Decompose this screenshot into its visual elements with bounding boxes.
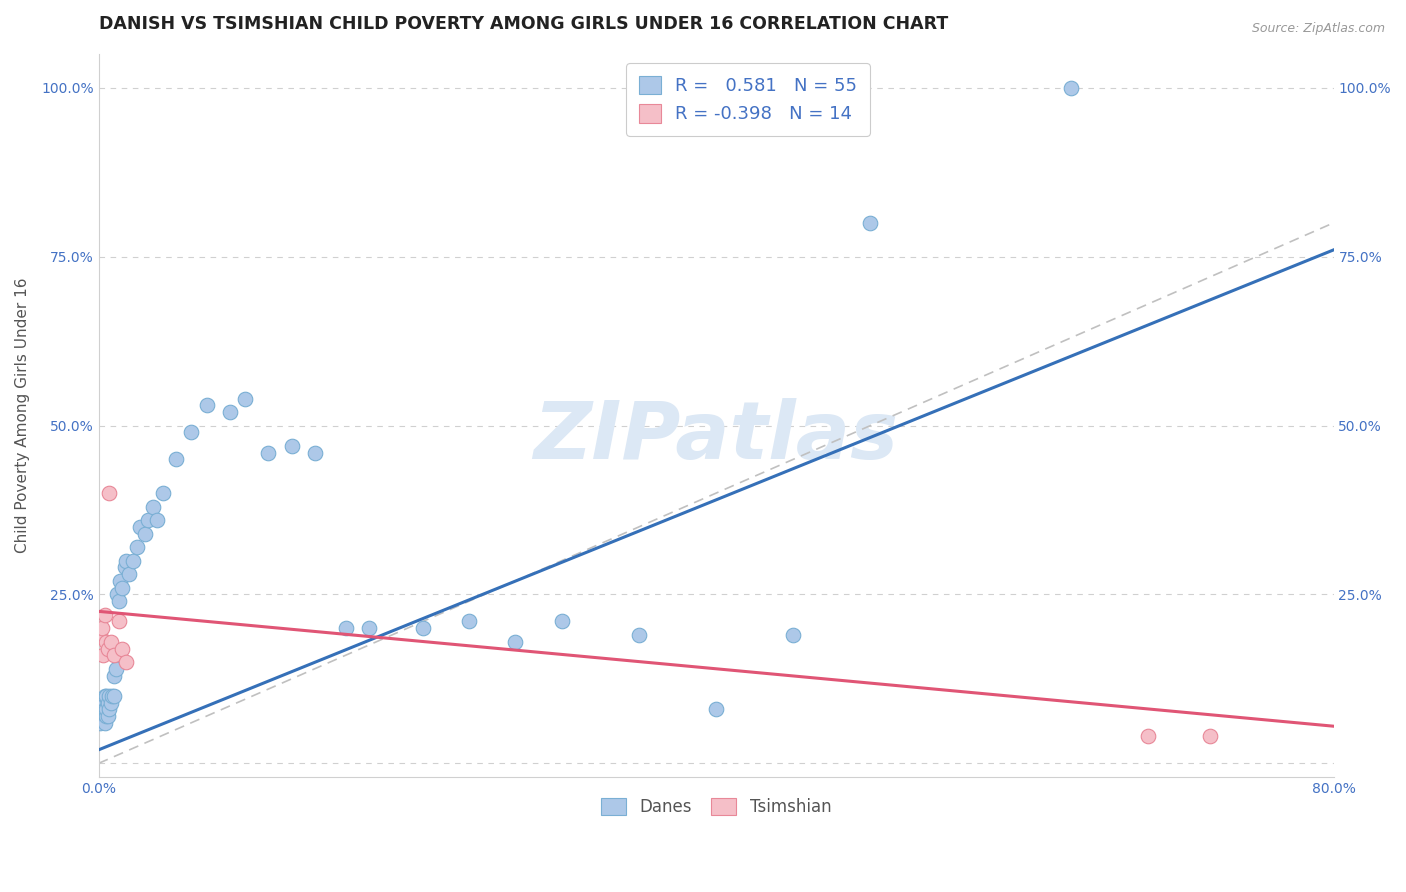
Point bbox=[1137, 729, 1160, 743]
Point bbox=[111, 641, 134, 656]
Point bbox=[96, 689, 118, 703]
Point bbox=[218, 405, 240, 419]
Point bbox=[103, 689, 125, 703]
Point bbox=[115, 554, 138, 568]
Point bbox=[107, 615, 129, 629]
Point bbox=[111, 581, 134, 595]
Point bbox=[180, 425, 202, 440]
Point bbox=[121, 554, 143, 568]
Point bbox=[97, 641, 120, 656]
Point bbox=[118, 567, 141, 582]
Point bbox=[859, 216, 882, 230]
Point bbox=[94, 715, 117, 730]
Legend: Danes, Tsimshian: Danes, Tsimshian bbox=[591, 789, 841, 826]
Point bbox=[134, 526, 156, 541]
Point bbox=[304, 445, 326, 459]
Point bbox=[335, 621, 357, 635]
Point bbox=[91, 709, 114, 723]
Point bbox=[195, 398, 218, 412]
Point bbox=[550, 615, 572, 629]
Point bbox=[97, 696, 120, 710]
Point bbox=[90, 709, 112, 723]
Point bbox=[627, 628, 650, 642]
Point bbox=[280, 439, 302, 453]
Point bbox=[89, 628, 111, 642]
Point bbox=[91, 648, 114, 663]
Point bbox=[704, 702, 727, 716]
Point bbox=[103, 668, 125, 682]
Point bbox=[91, 696, 114, 710]
Point bbox=[152, 486, 174, 500]
Text: DANISH VS TSIMSHIAN CHILD POVERTY AMONG GIRLS UNDER 16 CORRELATION CHART: DANISH VS TSIMSHIAN CHILD POVERTY AMONG … bbox=[98, 15, 948, 33]
Point bbox=[94, 702, 117, 716]
Point bbox=[357, 621, 380, 635]
Point bbox=[1199, 729, 1222, 743]
Point bbox=[458, 615, 481, 629]
Point bbox=[91, 702, 114, 716]
Point bbox=[105, 587, 128, 601]
Point bbox=[89, 715, 111, 730]
Point bbox=[98, 702, 121, 716]
Point bbox=[96, 702, 118, 716]
Point bbox=[90, 702, 112, 716]
Point bbox=[115, 655, 138, 669]
Y-axis label: Child Poverty Among Girls Under 16: Child Poverty Among Girls Under 16 bbox=[15, 277, 30, 553]
Point bbox=[782, 628, 804, 642]
Point bbox=[103, 648, 125, 663]
Point bbox=[114, 560, 136, 574]
Point bbox=[100, 634, 122, 648]
Point bbox=[257, 445, 280, 459]
Point bbox=[127, 540, 149, 554]
Point bbox=[96, 709, 118, 723]
Point bbox=[146, 513, 169, 527]
Point bbox=[108, 574, 131, 588]
Point bbox=[136, 513, 159, 527]
Point bbox=[104, 662, 127, 676]
Point bbox=[101, 689, 124, 703]
Point bbox=[94, 607, 117, 622]
Point bbox=[165, 452, 187, 467]
Point bbox=[1060, 80, 1083, 95]
Point bbox=[94, 689, 117, 703]
Point bbox=[96, 634, 118, 648]
Point bbox=[98, 689, 121, 703]
Point bbox=[129, 520, 152, 534]
Point bbox=[233, 392, 256, 406]
Point bbox=[107, 594, 129, 608]
Point bbox=[505, 634, 527, 648]
Point bbox=[90, 621, 112, 635]
Point bbox=[100, 696, 122, 710]
Point bbox=[98, 486, 121, 500]
Point bbox=[97, 709, 120, 723]
Point bbox=[142, 500, 165, 514]
Text: Source: ZipAtlas.com: Source: ZipAtlas.com bbox=[1251, 22, 1385, 36]
Point bbox=[412, 621, 434, 635]
Text: ZIPatlas: ZIPatlas bbox=[533, 398, 898, 476]
